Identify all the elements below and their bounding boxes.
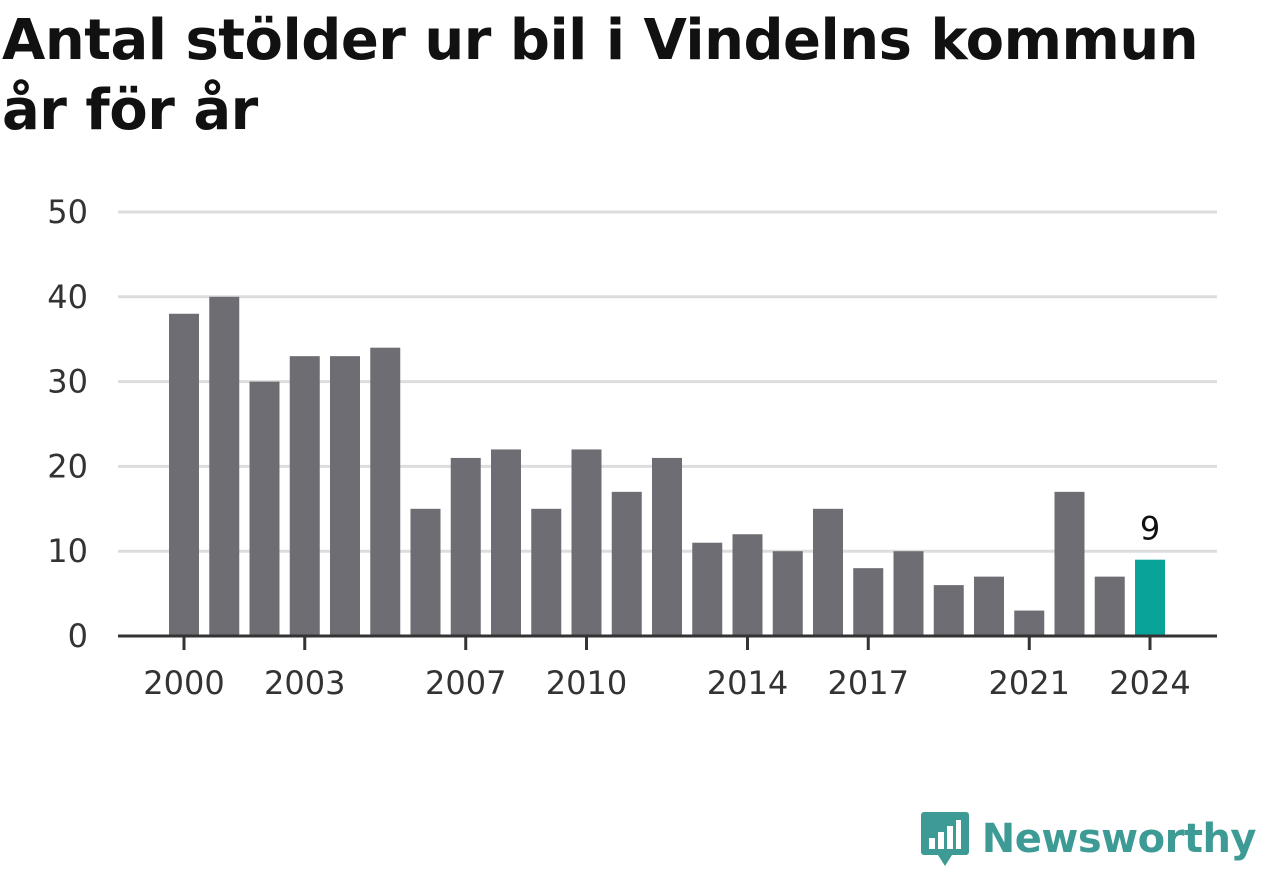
bar [893,551,924,636]
bar [450,457,481,636]
bar [209,296,240,636]
y-tick-label: 30 [47,363,88,401]
bar [491,449,521,636]
bar [1014,610,1045,636]
bar [813,508,843,636]
x-tick-label: 2003 [264,664,345,702]
x-tick-label: 2024 [1109,664,1190,702]
brand: Newsworthy [920,809,1257,869]
x-tick-label: 2000 [143,664,224,702]
y-tick-label: 0 [68,617,88,655]
bar [611,491,642,636]
y-tick-label: 50 [47,193,88,231]
x-tick-label: 2007 [425,664,506,702]
bar [853,568,884,636]
data-label: 9 [1140,510,1160,548]
bar [933,585,964,636]
bar [571,449,602,636]
bars [169,296,1165,636]
y-tick-label: 10 [47,532,88,570]
bar [692,542,723,636]
bar [169,313,199,636]
y-tick-label: 40 [47,278,88,316]
bar [732,534,763,636]
x-tick-label: 2017 [828,664,909,702]
newsworthy-logo-icon [920,812,969,866]
bar [652,457,682,636]
bar [330,356,360,636]
bar [974,576,1004,636]
bar [531,508,562,636]
bar [1094,576,1125,636]
y-tick-label: 20 [47,447,88,485]
x-axis-ticks: 2000 2003 2007 2010 2014 2017 2021 2024 [143,636,1191,702]
bar [410,508,441,636]
data-labels: 9 [1140,510,1160,548]
y-axis-ticks: 0 10 20 30 40 50 [47,193,88,655]
bar [289,356,320,636]
bar [249,381,280,636]
bar [370,347,401,636]
brand-name: Newsworthy [981,816,1257,862]
x-tick-label: 2021 [989,664,1070,702]
x-tick-label: 2010 [546,664,627,702]
bar [1054,491,1085,636]
bar [772,551,803,636]
x-tick-label: 2014 [707,664,788,702]
bar [1135,559,1165,636]
chart-title: Antal stölder ur bil i Vindelns kommun å… [2,8,1199,143]
